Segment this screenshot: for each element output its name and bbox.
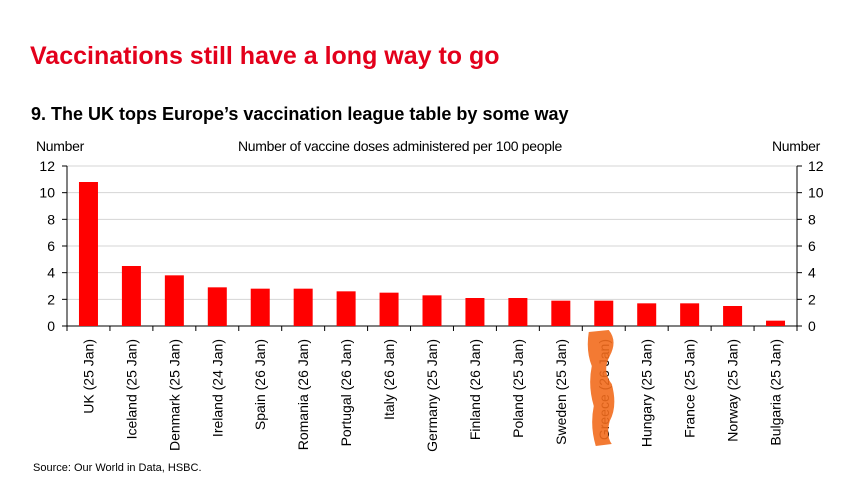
page-title: Vaccinations still have a long way to go <box>30 42 500 70</box>
right-tick-label: 10 <box>808 185 824 201</box>
bar <box>164 275 184 326</box>
right-tick-label: 4 <box>808 265 816 281</box>
x-tick-label: Italy (26 Jan) <box>381 339 397 420</box>
bar <box>508 298 528 326</box>
left-tick-label: 6 <box>47 238 55 254</box>
right-tick-label: 6 <box>808 238 816 254</box>
left-tick-label: 10 <box>39 185 55 201</box>
left-tick-label: 8 <box>47 211 55 227</box>
left-tick-label: 12 <box>39 158 55 174</box>
x-tick-label: Bulgaria (25 Jan) <box>768 339 784 446</box>
left-tick-label: 0 <box>47 318 55 334</box>
bar <box>594 300 614 326</box>
bar <box>293 288 313 326</box>
x-tick-label: Sweden (25 Jan) <box>553 339 569 445</box>
left-tick-label: 2 <box>47 291 55 307</box>
x-tick-label: Spain (26 Jan) <box>252 339 268 430</box>
highlight-annotation <box>587 330 615 446</box>
x-tick-label: Portugal (26 Jan) <box>338 339 354 446</box>
x-tick-label: France (25 Jan) <box>682 339 698 438</box>
x-tick-label: Romania (26 Jan) <box>295 339 311 450</box>
bar <box>78 182 98 326</box>
bar <box>121 266 141 326</box>
left-tick-label: 4 <box>47 265 55 281</box>
x-tick-label: Iceland (25 Jan) <box>123 339 139 439</box>
x-tick-label: Hungary (25 Jan) <box>639 339 655 447</box>
x-tick-label: Germany (25 Jan) <box>424 339 440 452</box>
bar <box>551 300 571 326</box>
x-tick-label: UK (25 Jan) <box>80 339 96 414</box>
x-tick-label: Ireland (24 Jan) <box>209 339 225 437</box>
right-tick-label: 2 <box>808 291 816 307</box>
bar <box>680 303 700 326</box>
chart-subtitle: 9. The UK tops Europe’s vaccination leag… <box>31 104 569 124</box>
right-tick-label: 12 <box>808 158 824 174</box>
bar <box>250 288 270 326</box>
bar <box>336 291 356 326</box>
bar <box>637 303 657 326</box>
bar <box>465 298 485 326</box>
right-tick-label: 0 <box>808 318 816 334</box>
chart-title: Number of vaccine doses administered per… <box>238 138 563 154</box>
source-note: Source: Our World in Data, HSBC. <box>33 462 202 474</box>
x-tick-label: Finland (26 Jan) <box>467 339 483 440</box>
right-tick-label: 8 <box>808 211 816 227</box>
x-tick-label: Norway (25 Jan) <box>725 339 741 442</box>
bar <box>766 320 786 326</box>
x-tick-label: Poland (25 Jan) <box>510 339 526 438</box>
right-axis-label: Number <box>772 138 820 154</box>
x-tick-label: Denmark (25 Jan) <box>166 339 182 451</box>
bar <box>379 292 399 326</box>
bar <box>723 306 743 326</box>
bar <box>207 287 227 326</box>
bar <box>422 295 442 326</box>
left-axis-label: Number <box>36 138 84 154</box>
